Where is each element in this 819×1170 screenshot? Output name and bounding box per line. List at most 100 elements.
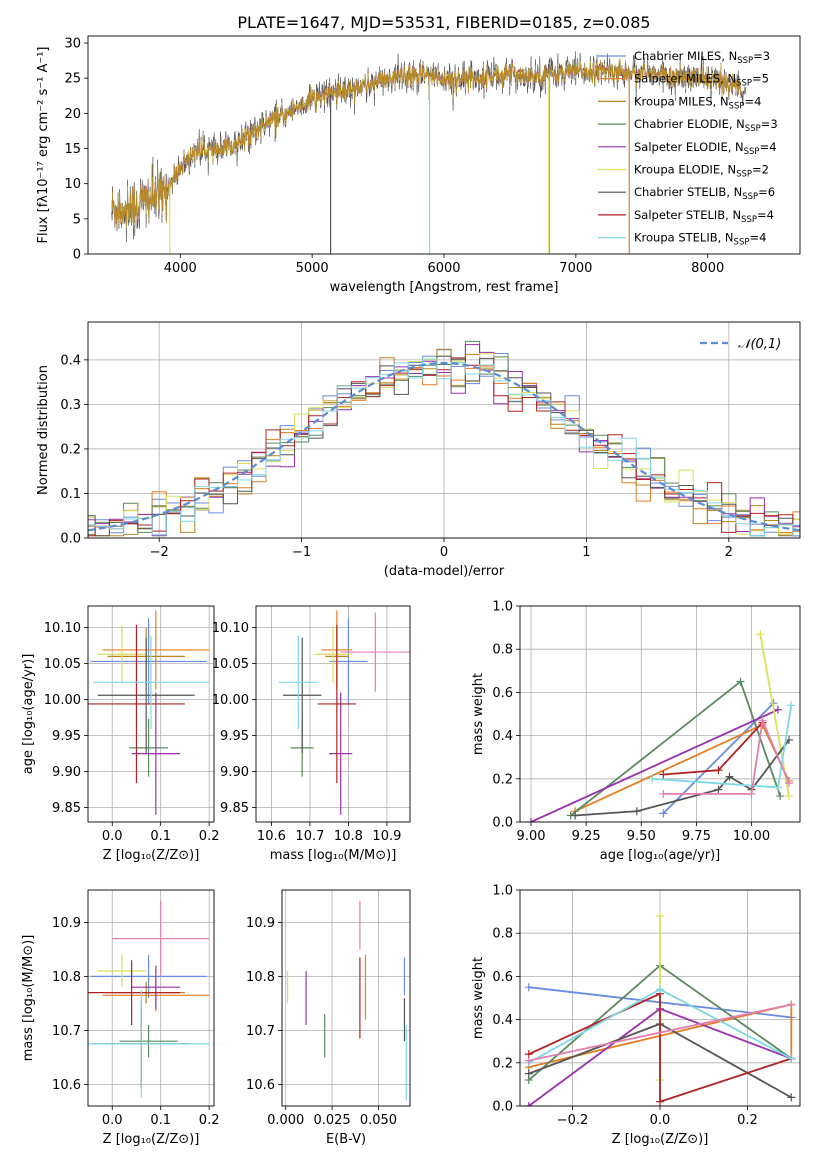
y-tick-label: 0.2 xyxy=(60,442,81,457)
y-tick-label: 15 xyxy=(64,142,81,157)
errorbar-point-6 xyxy=(282,637,322,753)
plot-area xyxy=(286,900,407,1101)
x-tick-label: 0.1 xyxy=(150,1113,171,1128)
x-tick-label: 10.8 xyxy=(334,829,363,844)
legend-label-5: Kroupa ELODIE, NSSP=2 xyxy=(634,163,769,180)
y-tick-label: 0.0 xyxy=(492,816,513,831)
panel-residuals: −2 −1 0 1 2 0.0 0.1 0.2 0.3 0.4 (data-model)/error… xyxy=(36,321,801,579)
legend-label-1: Salpeter MILES, NSSP=5 xyxy=(634,72,769,89)
y-tick-label: 10.8 xyxy=(52,970,81,985)
y-tick-label: 25 xyxy=(64,72,81,87)
x-tick-label: −1 xyxy=(292,545,311,560)
y-tick-label: 0 xyxy=(73,248,81,263)
y-axis-label: age [log₁₀(age/yr)] xyxy=(21,654,36,775)
errorbar-point-6 xyxy=(97,637,195,753)
y-tick-label: 5 xyxy=(73,212,81,227)
y-tick-label: 9.90 xyxy=(52,765,81,780)
errorbar-point-7 xyxy=(88,624,185,784)
y-tick-label: 0.3 xyxy=(60,398,81,413)
x-axis-label: Z [log₁₀(Z/Z⊙)] xyxy=(103,848,200,863)
panel-age_vs_Z: 0.0 0.1 0.2 9.85 9.90 9.95 10.00 10.05 10.10 Z [l… xyxy=(21,605,219,863)
weight-marker xyxy=(524,1102,533,1106)
y-tick-label: 9.95 xyxy=(220,729,249,744)
y-tick-label: 10.05 xyxy=(212,657,249,672)
y-tick-label: 0.0 xyxy=(492,1100,513,1115)
weight-marker xyxy=(714,766,723,775)
weight-marker xyxy=(725,772,734,781)
y-tick-label: 10.00 xyxy=(212,693,249,708)
errorbar-point-7 xyxy=(317,624,357,784)
weight-marker xyxy=(784,792,793,801)
legend-label-4: Salpeter ELODIE, NSSP=4 xyxy=(634,140,777,157)
x-tick-label: 8000 xyxy=(691,261,724,276)
weight-marker xyxy=(714,785,723,794)
errorbar-point-1 xyxy=(102,610,210,690)
x-tick-label: −2 xyxy=(150,545,169,560)
panel-age_vs_mass: 10.6 10.7 10.8 10.9 9.85 9.90 9.95 10.00 10.05 10… xyxy=(212,605,411,863)
x-tick-label: 9.00 xyxy=(517,829,546,844)
x-axis-label: Z [log₁₀(Z/Z⊙)] xyxy=(103,1132,200,1147)
histogram-series-7 xyxy=(88,357,800,537)
errorbar-point-0 xyxy=(90,618,207,705)
y-tick-label: 10 xyxy=(64,177,81,192)
legend-label-7: Salpeter STELIB, NSSP=4 xyxy=(634,208,774,225)
weight-marker xyxy=(632,807,641,816)
plot-area xyxy=(279,610,410,815)
errorbar-point-4 xyxy=(131,692,181,815)
x-tick-label: 4000 xyxy=(164,261,197,276)
panel-spectrum: 4000 5000 6000 7000 8000 0 5 10 15 20 25 30 waveleng… xyxy=(36,35,801,295)
y-tick-label: 0.1 xyxy=(60,487,81,502)
x-tick-label: 0.050 xyxy=(360,1113,397,1128)
legend-label-reference: 𝒩(0,1) xyxy=(738,337,781,352)
x-axis-label: age [log₁₀(age/yr)] xyxy=(600,848,721,863)
y-tick-label: 10.7 xyxy=(52,1024,81,1039)
x-tick-label: 0.0 xyxy=(102,1113,123,1128)
weight-marker xyxy=(571,811,580,820)
panel-mass_vs_Z: 0.0 0.1 0.2 10.6 10.7 10.8 10.9 Z [log₁₀(Z/Z⊙)]… xyxy=(21,889,220,1147)
weight-marker xyxy=(784,779,793,788)
plot-area xyxy=(88,900,210,1098)
x-tick-label: 0.1 xyxy=(150,829,171,844)
x-tick-label: 0.0 xyxy=(650,1113,671,1128)
histogram-series-8 xyxy=(88,358,800,537)
errorbar-point-0 xyxy=(90,954,207,998)
y-tick-label: 10.05 xyxy=(44,657,81,672)
figure-title: PLATE=1647, MJD=53531, FIBERID=0185, z=0… xyxy=(237,13,650,32)
x-tick-label: 0.025 xyxy=(313,1113,350,1128)
x-tick-label: 7000 xyxy=(559,261,592,276)
x-tick-label: 6000 xyxy=(427,261,460,276)
weight-marker xyxy=(773,783,782,792)
y-tick-label: 0.8 xyxy=(492,643,513,658)
x-tick-label: 0.2 xyxy=(199,1113,220,1128)
errorbar-point-5 xyxy=(313,625,353,684)
weight-marker xyxy=(659,770,668,779)
weight-line-8 xyxy=(528,1003,792,1062)
weight-marker xyxy=(787,1000,796,1009)
weight-marker xyxy=(524,1056,533,1065)
weight-marker xyxy=(756,630,765,639)
x-axis-label: mass [log₁₀(M/M⊙)] xyxy=(270,848,397,863)
y-tick-label: 10.6 xyxy=(52,1078,81,1093)
x-axis-label: Z [log₁₀(Z/Z⊙)] xyxy=(612,1132,709,1147)
panel-mass_weight_vs_Z: −0.2 0.0 0.2 0.0 0.2 0.4 0.6 0.8 1.0 Z [log₁₀(Z/Z… xyxy=(471,884,801,1147)
y-axis-label: mass weight xyxy=(471,673,486,755)
errorbar-point-7 xyxy=(88,960,181,1025)
errorbar-point-8 xyxy=(92,635,210,730)
legend-label-8: Kroupa STELIB, NSSP=4 xyxy=(634,231,766,248)
axes-frame xyxy=(519,605,801,823)
weight-marker xyxy=(787,701,796,710)
weight-marker xyxy=(524,1069,533,1078)
y-tick-label: 9.85 xyxy=(52,801,81,816)
y-tick-label: 10.6 xyxy=(246,1078,275,1093)
y-tick-label: 0.6 xyxy=(492,686,513,701)
plot-area xyxy=(88,340,800,537)
y-tick-label: 10.10 xyxy=(212,621,249,636)
weight-marker xyxy=(659,789,668,798)
weight-line-3 xyxy=(530,708,779,822)
y-tick-label: 1.0 xyxy=(492,884,513,899)
y-axis-label: Normed distribution xyxy=(36,365,51,495)
plot-area xyxy=(88,610,210,815)
legend-label-3: Chabrier ELODIE, NSSP=3 xyxy=(634,117,778,134)
errorbar-point-4 xyxy=(131,965,181,1009)
